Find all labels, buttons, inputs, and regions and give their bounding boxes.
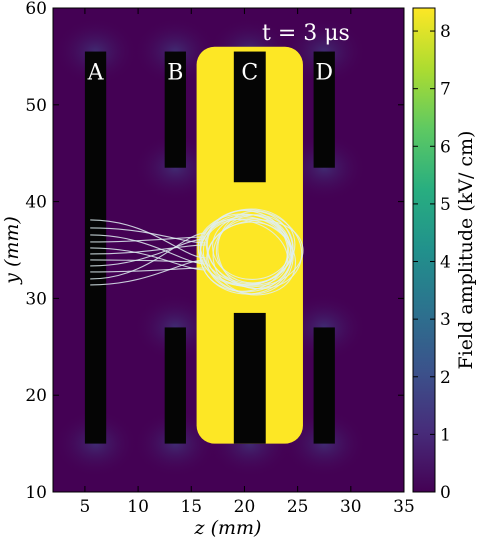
colorbar-tick-label: 7 [440,80,451,100]
time-annotation: t = 3 μs [262,21,350,46]
trajectory-line [90,238,206,267]
y-axis-label: y (mm) [1,216,23,285]
electrode-label-b: B [167,61,183,86]
trajectory-line [90,267,206,273]
electrode-c-segment [233,312,266,444]
trajectory-loop [207,219,304,288]
y-tick-label: 10 [25,483,47,503]
x-tick-label: 10 [127,497,149,517]
electrode-c-segment [233,51,266,183]
colorbar-tick-label: 3 [440,310,451,330]
trajectory-line [90,259,206,263]
electrode-b-segment [164,327,186,444]
colorbar-tick-label: 4 [440,253,451,273]
y-tick-label: 60 [25,0,47,19]
electrode-d-segment [313,51,335,168]
electrodes-layer [84,51,335,444]
electrode-d-segment [313,327,335,444]
y-tick-label: 30 [25,289,47,309]
trajectory-loop [215,214,294,284]
x-tick-label: 25 [287,497,309,517]
x-tick-label: 15 [180,497,202,517]
trajectory-line [90,232,206,280]
x-ticks: 5 10 15 20 25 30 35 [79,8,415,517]
colorbar-tick-label: 8 [440,22,451,42]
plot-area: A B C D t = 3 μs [53,17,367,478]
trajectory-line [90,247,206,271]
trajectory-loop [205,210,290,285]
trajectory-line [90,259,206,286]
trajectory-line [90,236,206,243]
x-tick-label: 35 [393,497,415,517]
electrode-label-c: C [241,61,258,86]
colorbar-tick-label: 6 [440,137,451,157]
colorbar [412,7,436,493]
x-tick-label: 5 [79,497,90,517]
electrode-b-segment [164,51,186,168]
trajectory-loop [206,209,303,290]
y-tick-label: 20 [25,386,47,406]
plot-frame [52,7,405,493]
x-tick-label: 30 [340,497,362,517]
x-tick-label: 20 [234,497,256,517]
x-axis-label: z (mm) [194,517,262,539]
colorbar-tick-label: 5 [440,195,451,215]
high-field-region [196,46,303,444]
colorbar-tick-label: 1 [440,425,451,445]
electrode-label-a: A [87,61,105,86]
colorbar-tick-label: 2 [440,368,451,388]
y-ticks: 10 20 30 40 50 60 [25,0,404,503]
colorbar-label: Field amplitude (kV/ cm) [455,131,477,370]
trajectories-layer [90,208,304,296]
y-tick-label: 50 [25,96,47,116]
electrode-label-d: D [315,61,333,86]
colorbar-ticks: 0 1 2 3 4 5 6 7 8 [413,22,451,503]
y-tick-label: 40 [25,193,47,213]
trajectory-loop [197,213,292,286]
electrode-labels-layer: A B C D [87,61,333,86]
trajectory-line [90,227,206,244]
colorbar-tick-label: 0 [440,483,451,503]
